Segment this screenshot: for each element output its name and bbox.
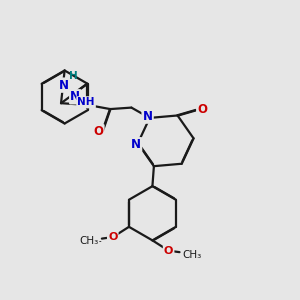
- Text: O: O: [197, 103, 207, 116]
- Text: N: N: [131, 138, 141, 151]
- Text: O: O: [164, 246, 173, 256]
- Text: -: -: [98, 236, 101, 246]
- Text: CH₃: CH₃: [80, 236, 99, 246]
- Text: N: N: [142, 110, 153, 123]
- Text: CH₃: CH₃: [182, 250, 202, 260]
- Text: O: O: [93, 125, 103, 138]
- Text: NH: NH: [77, 97, 95, 107]
- Text: N: N: [70, 90, 80, 103]
- Text: O: O: [108, 232, 118, 242]
- Text: H: H: [69, 71, 77, 81]
- Text: N: N: [59, 79, 69, 92]
